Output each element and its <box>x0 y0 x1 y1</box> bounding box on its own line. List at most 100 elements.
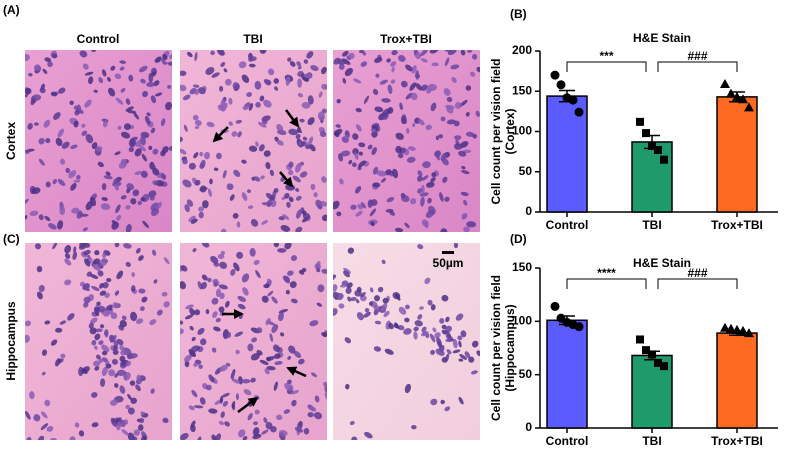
nucleus <box>91 422 99 428</box>
y-axis-label: Cell count per vision field <box>489 58 503 204</box>
nucleus <box>271 200 277 208</box>
panel-label: (C) <box>3 232 20 246</box>
nucleus <box>313 412 323 420</box>
nucleus <box>180 70 187 76</box>
nucleus <box>388 322 394 330</box>
nucleus <box>238 429 246 438</box>
nucleus <box>180 281 187 290</box>
significance-bracket <box>566 61 647 72</box>
nucleus <box>383 310 390 318</box>
nucleus <box>308 136 314 145</box>
nucleus <box>302 210 307 216</box>
nucleus <box>110 65 116 71</box>
nucleus <box>273 187 279 193</box>
nucleus <box>81 366 90 374</box>
nucleus <box>119 385 126 394</box>
nucleus <box>258 121 267 128</box>
nucleus <box>138 424 144 431</box>
nucleus <box>94 333 101 341</box>
nucleus <box>318 91 323 98</box>
nucleus <box>126 183 135 191</box>
nucleus <box>109 335 117 343</box>
nucleus <box>301 101 311 109</box>
nucleus <box>395 145 402 154</box>
nucleus <box>340 150 351 157</box>
nucleus <box>445 338 455 342</box>
nucleus <box>205 309 210 315</box>
nucleus <box>413 50 418 55</box>
nucleus <box>91 339 97 346</box>
x-tick-label: TBI <box>642 434 661 448</box>
nucleus <box>133 112 140 120</box>
nucleus <box>247 413 253 421</box>
nucleus <box>354 289 362 297</box>
nucleus <box>368 301 373 306</box>
nucleus <box>417 170 423 177</box>
data-point <box>574 107 584 117</box>
nucleus <box>339 284 347 288</box>
nucleus <box>458 358 464 362</box>
nucleus <box>298 269 305 275</box>
significance-bracket <box>657 61 738 72</box>
nucleus <box>289 281 297 289</box>
nucleus <box>320 200 327 207</box>
nucleus <box>261 202 272 206</box>
nucleus <box>78 243 88 250</box>
significance-label: *** <box>599 49 613 63</box>
data-point <box>732 324 742 334</box>
nucleus <box>222 400 229 407</box>
nucleus <box>193 152 199 159</box>
nucleus <box>130 285 136 292</box>
nucleus <box>39 87 46 94</box>
nucleus <box>445 330 452 338</box>
nucleus <box>71 207 80 214</box>
data-point <box>648 350 656 359</box>
nucleus <box>57 178 66 186</box>
nucleus <box>266 278 272 284</box>
nucleus <box>219 395 224 404</box>
data-point <box>574 322 584 332</box>
nucleus <box>193 405 204 409</box>
nucleus <box>198 206 205 212</box>
nucleus <box>272 344 280 352</box>
nucleus <box>282 275 290 284</box>
nucleus <box>160 118 166 127</box>
nucleus <box>419 306 424 310</box>
nucleus <box>290 390 300 395</box>
nucleus <box>273 381 278 391</box>
nucleus <box>381 259 386 265</box>
nucleus <box>289 384 294 391</box>
nucleus <box>461 165 466 170</box>
nucleus <box>198 211 204 219</box>
nucleus <box>319 131 327 138</box>
nucleus <box>224 421 230 427</box>
nucleus <box>467 50 473 53</box>
chart-title: H&E Stain <box>633 31 691 45</box>
micrograph <box>180 243 327 440</box>
nucleus <box>315 199 323 209</box>
nucleus <box>59 158 66 165</box>
nucleus <box>199 151 204 157</box>
nucleus <box>417 188 423 194</box>
nucleus <box>228 121 233 126</box>
nucleus <box>444 196 450 202</box>
nucleus <box>138 255 144 261</box>
nucleus <box>309 144 316 152</box>
nucleus <box>274 361 283 365</box>
tissue <box>333 243 480 440</box>
nucleus <box>299 171 308 178</box>
nucleus <box>404 222 410 229</box>
nucleus <box>294 426 304 433</box>
nucleus <box>263 283 270 289</box>
nucleus <box>420 50 428 57</box>
nucleus <box>184 354 192 362</box>
nucleus <box>220 98 226 108</box>
nucleus <box>293 351 302 359</box>
nucleus <box>258 144 265 152</box>
nucleus <box>101 350 108 356</box>
nucleus <box>74 422 80 428</box>
nucleus <box>106 311 110 316</box>
nucleus <box>213 282 218 287</box>
data-point <box>642 129 650 138</box>
nucleus <box>163 257 170 265</box>
